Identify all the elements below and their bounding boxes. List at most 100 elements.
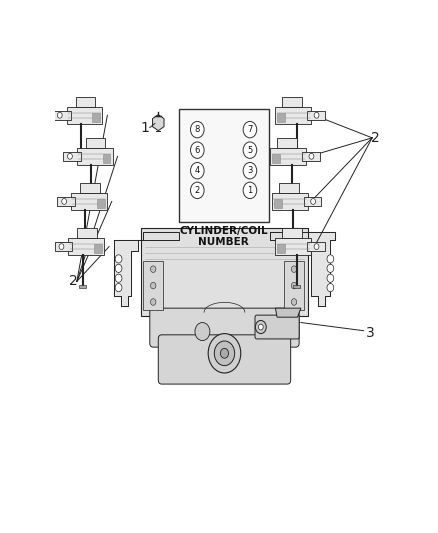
Bar: [53, 111, 71, 120]
Circle shape: [327, 274, 334, 282]
Bar: [272, 154, 280, 163]
Circle shape: [115, 255, 122, 263]
Bar: [270, 148, 306, 165]
Bar: [67, 107, 102, 124]
Bar: [143, 261, 163, 310]
Circle shape: [243, 142, 257, 158]
Circle shape: [59, 244, 64, 249]
Circle shape: [314, 112, 319, 118]
Circle shape: [191, 122, 204, 138]
Text: 2: 2: [195, 186, 200, 195]
Circle shape: [258, 324, 263, 330]
Bar: [279, 183, 299, 193]
Bar: [57, 197, 75, 206]
Circle shape: [151, 282, 156, 289]
Text: CYLINDER/COIL: CYLINDER/COIL: [179, 226, 268, 236]
Polygon shape: [276, 308, 301, 317]
Circle shape: [327, 284, 334, 292]
Bar: [284, 261, 304, 310]
Circle shape: [115, 264, 122, 272]
Polygon shape: [114, 232, 179, 306]
Bar: [274, 199, 282, 208]
Circle shape: [214, 341, 235, 366]
Circle shape: [115, 284, 122, 292]
Circle shape: [291, 298, 297, 305]
Bar: [92, 113, 100, 122]
Text: 6: 6: [194, 146, 200, 155]
FancyBboxPatch shape: [255, 315, 299, 339]
Circle shape: [191, 182, 204, 199]
Bar: [277, 138, 297, 148]
Bar: [283, 97, 302, 107]
Text: 3: 3: [247, 166, 253, 175]
Text: 3: 3: [366, 326, 375, 340]
Text: 2: 2: [69, 274, 78, 288]
Circle shape: [243, 122, 257, 138]
Circle shape: [191, 163, 204, 179]
Text: 2: 2: [371, 131, 380, 145]
Circle shape: [291, 266, 297, 272]
Circle shape: [195, 322, 210, 341]
Bar: [276, 107, 311, 124]
Circle shape: [314, 244, 319, 249]
FancyBboxPatch shape: [150, 308, 299, 347]
Bar: [307, 242, 325, 251]
Bar: [77, 148, 113, 165]
Circle shape: [62, 198, 67, 204]
Bar: [304, 197, 321, 206]
Bar: [293, 285, 300, 288]
Circle shape: [57, 112, 62, 118]
Bar: [276, 238, 311, 255]
Bar: [283, 228, 302, 238]
Bar: [79, 285, 86, 288]
Text: 7: 7: [247, 125, 253, 134]
Bar: [102, 154, 110, 163]
Circle shape: [67, 154, 72, 159]
Text: 1: 1: [140, 120, 149, 134]
FancyBboxPatch shape: [179, 109, 268, 222]
FancyBboxPatch shape: [141, 228, 307, 317]
Circle shape: [151, 266, 156, 272]
Circle shape: [255, 320, 266, 334]
Circle shape: [115, 274, 122, 282]
Bar: [302, 152, 320, 161]
Bar: [307, 111, 325, 120]
Bar: [77, 228, 97, 238]
Bar: [76, 97, 95, 107]
Circle shape: [151, 298, 156, 305]
Bar: [68, 238, 104, 255]
Circle shape: [208, 334, 241, 373]
Bar: [290, 240, 297, 243]
Polygon shape: [270, 232, 335, 306]
Text: 1: 1: [247, 186, 253, 195]
Circle shape: [327, 264, 334, 272]
Circle shape: [309, 154, 314, 159]
Bar: [288, 195, 295, 198]
Bar: [55, 242, 72, 251]
Circle shape: [243, 163, 257, 179]
Bar: [63, 152, 81, 161]
Bar: [78, 154, 85, 157]
Text: 5: 5: [247, 146, 253, 155]
Bar: [86, 138, 106, 148]
Bar: [82, 240, 89, 243]
Circle shape: [327, 255, 334, 263]
Bar: [277, 113, 285, 122]
Circle shape: [220, 349, 229, 358]
Text: 8: 8: [194, 125, 200, 134]
Circle shape: [311, 198, 315, 204]
Bar: [272, 193, 307, 210]
Text: FRONT: FRONT: [228, 205, 257, 214]
Bar: [277, 244, 285, 253]
Bar: [80, 183, 99, 193]
Bar: [88, 195, 95, 198]
Bar: [94, 244, 102, 253]
Bar: [97, 199, 105, 208]
Text: NUMBER: NUMBER: [198, 237, 249, 247]
Circle shape: [291, 282, 297, 289]
Circle shape: [243, 182, 257, 199]
FancyBboxPatch shape: [158, 335, 291, 384]
Bar: [71, 193, 107, 210]
Circle shape: [191, 142, 204, 158]
Bar: [293, 154, 300, 157]
